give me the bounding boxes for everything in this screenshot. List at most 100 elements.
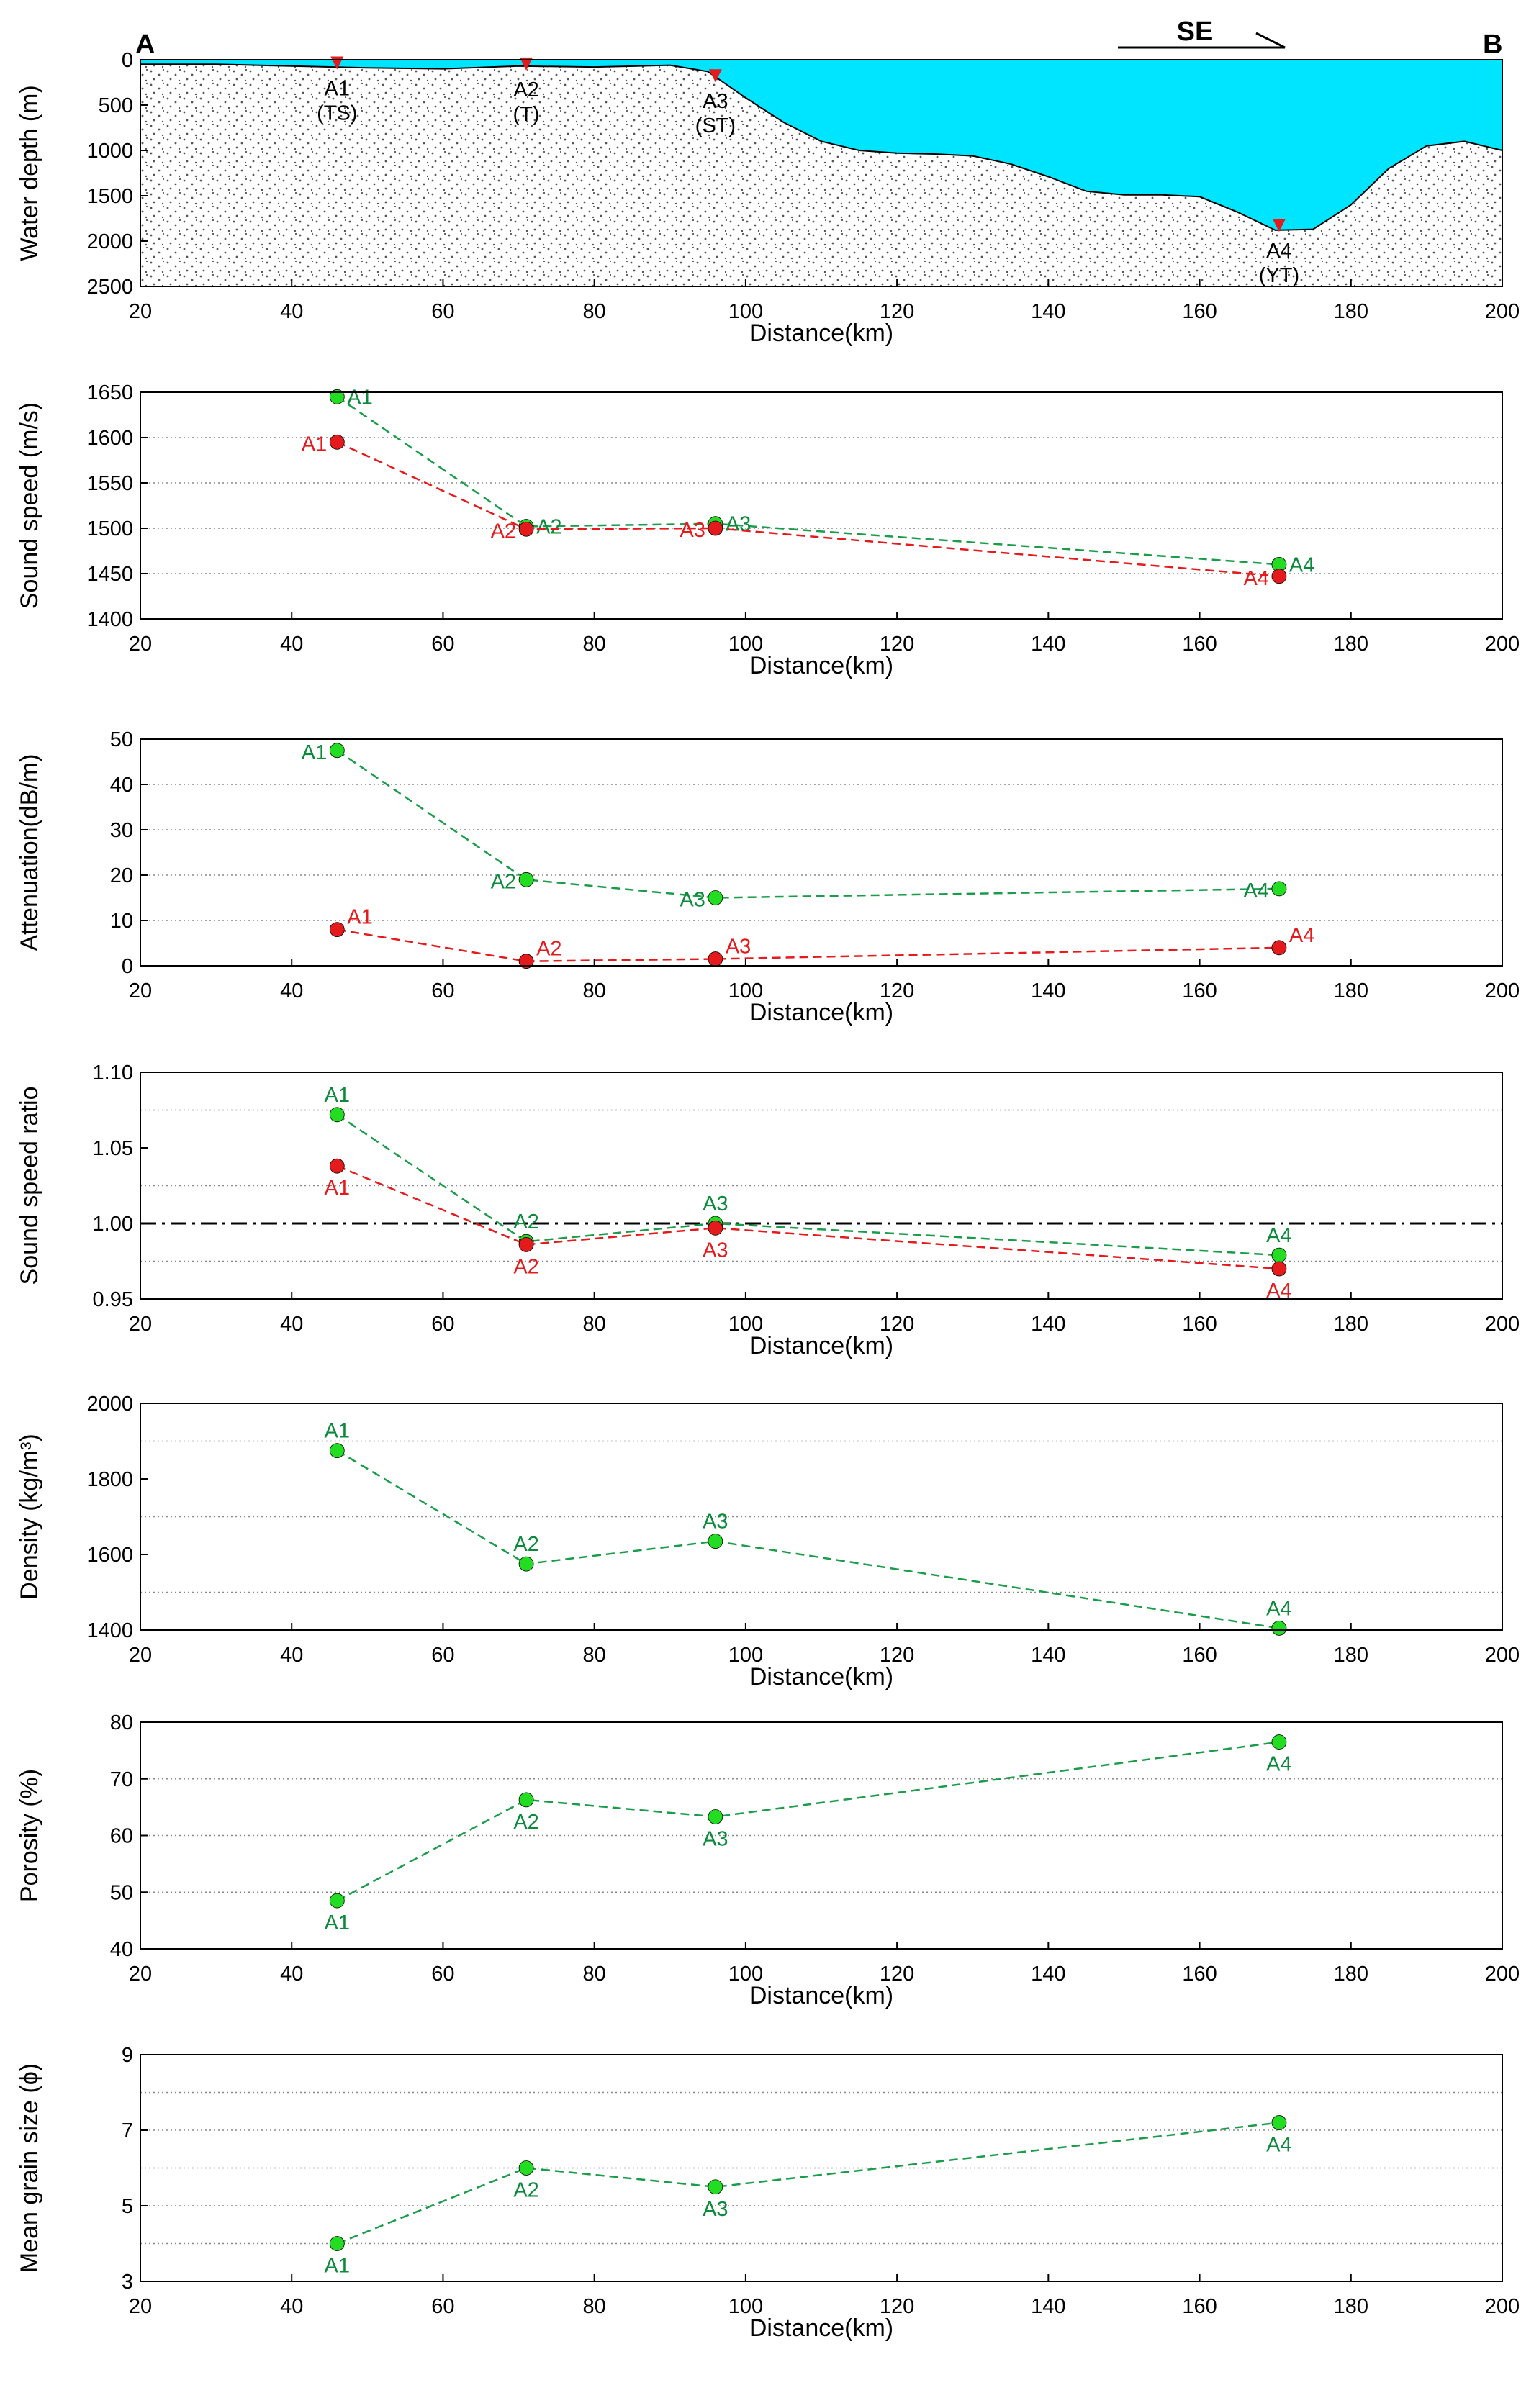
x-tick-label: 40 [280,300,303,323]
data-point-green [518,872,534,887]
point-label: A1 [325,1420,350,1443]
station-name: A3 [703,90,728,113]
x-tick-label: 160 [1182,1313,1217,1336]
y-tick-label: 1550 [86,472,133,495]
x-tick-label: 120 [880,1313,914,1336]
panel-sound_speed: A1 A2 A3 A4 A1 A2 A3 A4 20 40 60 80 100 120 140 160 180 2… [16,381,1520,679]
x-axis-label: Distance(km) [749,999,893,1026]
point-label: A2 [491,870,516,893]
point-label: A3 [680,889,705,912]
point-label: A1 [325,1911,350,1934]
point-label: A3 [703,1828,728,1851]
x-tick-label: 200 [1485,1313,1520,1336]
point-label: A1 [325,2255,350,2278]
y-tick-label: 7 [122,2119,133,2142]
data-point-green [329,1443,345,1459]
x-tick-label: 80 [583,1963,606,1986]
data-point-green [1271,881,1287,897]
x-tick-label: 40 [280,2295,303,2318]
x-tick-label: 60 [431,300,454,323]
data-point-red [518,954,534,969]
y-tick-label: 0 [122,955,133,978]
station-type: (TS) [317,102,357,125]
data-point-red [708,951,723,967]
y-axis-label: Sound speed ratio [16,1087,43,1285]
x-tick-label: 180 [1334,1644,1368,1667]
y-axis-label: Mean grain size (ϕ) [16,2063,43,2273]
x-tick-label: 140 [1031,1644,1065,1667]
y-tick-label: 10 [110,910,133,933]
data-point-green [1271,2115,1287,2130]
x-tick-label: 20 [129,2295,152,2318]
water-area [140,60,1502,230]
point-label: A4 [1266,1224,1291,1247]
data-point-red [518,1237,534,1252]
y-tick-label: 50 [110,1881,133,1904]
x-tick-label: 120 [880,1644,914,1667]
y-tick-label: 1600 [86,427,133,450]
plot-frame [140,1072,1503,1300]
x-tick-label: 200 [1485,1644,1520,1667]
data-point-green [329,2236,345,2251]
x-tick-label: 180 [1334,1963,1368,1986]
y-tick-label: 3 [122,2271,133,2294]
x-tick-label: 140 [1031,1963,1065,1986]
x-tick-label: 160 [1182,2295,1217,2318]
data-point-green [329,1107,345,1123]
y-tick-label: 40 [110,1938,133,1961]
data-point-green [329,389,345,404]
station-marker [520,57,533,71]
y-tick-label: 1650 [86,381,133,404]
x-tick-label: 180 [1334,979,1368,1002]
point-label: A4 [1243,567,1268,590]
x-axis-label: Distance(km) [749,320,893,347]
series-line-red [336,441,1280,578]
point-label: A2 [491,520,516,543]
y-axis-label: Porosity (%) [16,1769,43,1902]
y-tick-label: 30 [110,819,133,842]
y-tick-label: 2000 [86,230,133,253]
y-tick-label: 0 [122,49,133,72]
x-tick-label: 140 [1031,1313,1065,1336]
profile-start-label: A [135,30,155,60]
x-tick-label: 120 [880,1963,914,1986]
plot-frame [140,59,1503,287]
x-tick-label: 120 [880,633,914,656]
x-tick-label: 80 [583,633,606,656]
point-label: A3 [726,513,751,536]
x-tick-label: 60 [431,1644,454,1667]
x-tick-label: 40 [280,1963,303,1986]
point-label: A1 [302,741,327,764]
y-tick-label: 1800 [86,1468,133,1491]
data-point-green [708,2179,723,2195]
x-tick-label: 40 [280,1644,303,1667]
x-tick-label: 80 [583,1644,606,1667]
y-tick-label: 1000 [86,140,133,163]
x-tick-label: 80 [583,1313,606,1336]
x-tick-label: 140 [1031,300,1065,323]
x-tick-label: 20 [129,633,152,656]
x-tick-label: 200 [1485,633,1520,656]
data-point-green [708,890,723,905]
point-label: A2 [513,2179,538,2202]
data-point-red [708,520,723,536]
station-type: (T) [513,103,540,126]
y-tick-label: 500 [99,94,133,117]
data-point-green [518,2160,534,2176]
x-tick-label: 20 [129,979,152,1002]
point-label: A4 [1266,1753,1291,1776]
data-point-green [708,1534,723,1549]
x-axis-label: Distance(km) [749,1982,893,2009]
point-label: A2 [513,1255,538,1278]
x-tick-label: 140 [1031,633,1065,656]
y-tick-label: 50 [110,728,133,751]
series-line-green [336,1741,1280,1902]
y-tick-label: 2500 [86,276,133,299]
series-line-green [336,1449,1280,1629]
data-point-red [708,1220,723,1236]
data-point-green [1271,1620,1287,1636]
x-axis-label: Distance(km) [749,1332,893,1359]
series-line-green [336,2122,1280,2245]
direction-arrow [1118,32,1286,49]
